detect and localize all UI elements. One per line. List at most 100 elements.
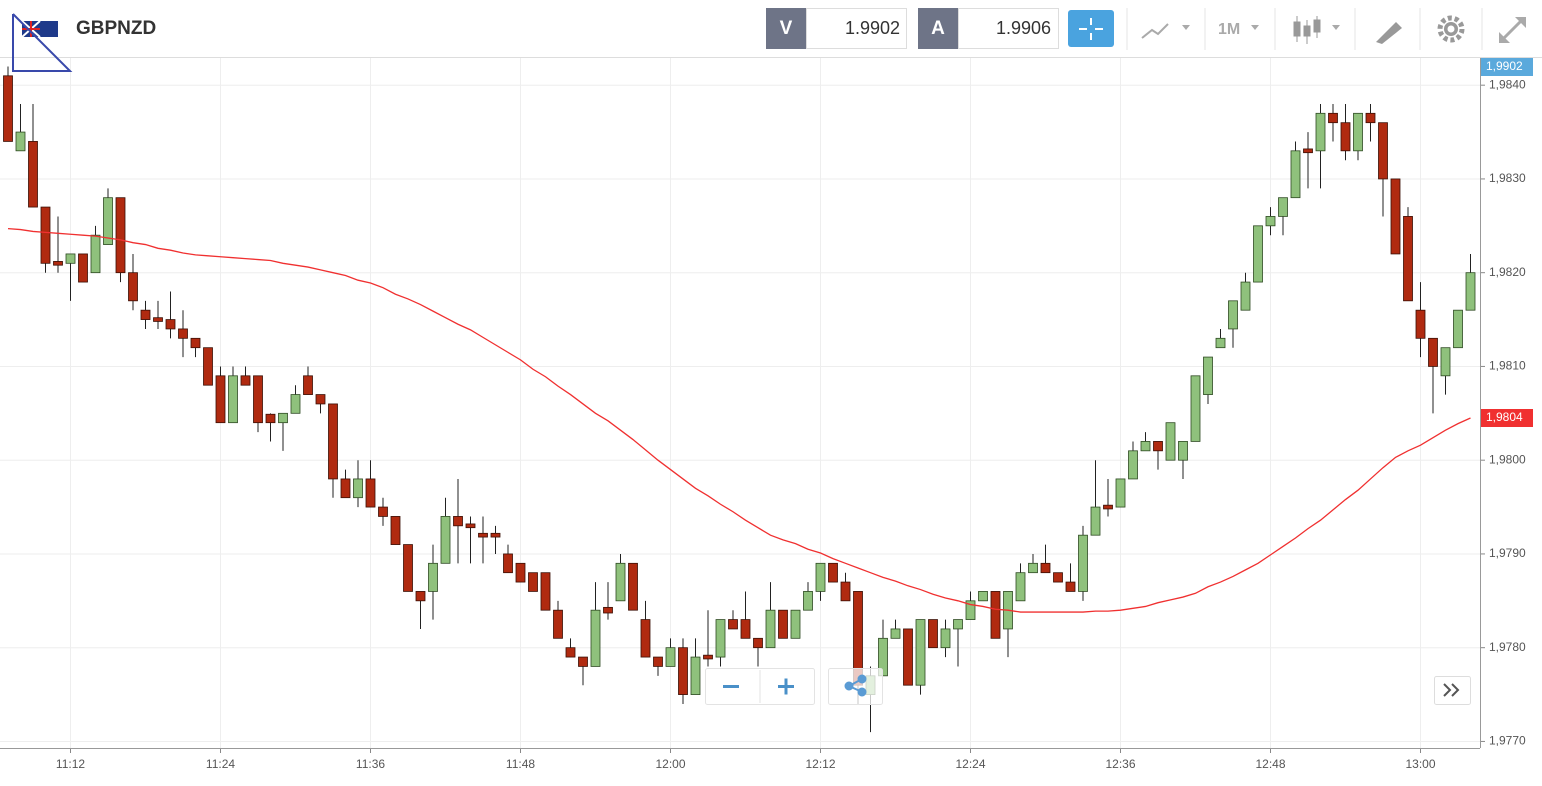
candle-body — [703, 654, 713, 660]
candle-body — [653, 656, 663, 667]
candle-body — [1340, 122, 1351, 152]
crosshair-button[interactable] — [1068, 10, 1114, 47]
timeframe[interactable]: 1M — [1218, 21, 1240, 38]
candle-body — [840, 581, 851, 602]
candle-style-button[interactable] — [1293, 16, 1340, 44]
y-tick-label: 1,9810 — [1489, 359, 1526, 373]
candle-body — [565, 647, 576, 658]
candle-body — [1078, 534, 1088, 592]
candle-body — [928, 619, 938, 649]
candle-body — [1053, 572, 1063, 583]
candle-body — [1115, 478, 1126, 508]
candle-body — [1265, 216, 1276, 227]
candle-body — [190, 337, 201, 349]
candle-body — [315, 394, 326, 405]
bid-tag-label: 1,9902 — [1486, 59, 1523, 73]
candle-body — [765, 609, 776, 649]
candle-body — [178, 328, 188, 339]
candle-body — [1428, 337, 1438, 367]
candle-body — [1128, 450, 1138, 480]
buy-button[interactable] — [918, 8, 958, 49]
candle-body — [228, 375, 238, 424]
candle-body — [378, 506, 388, 517]
buy-price: 1.9906 — [996, 18, 1051, 38]
candle-body — [65, 253, 76, 264]
candle-body — [490, 532, 501, 538]
candle-body — [215, 375, 226, 424]
zoom-out-button[interactable] — [723, 685, 739, 688]
x-tick-label: 12:24 — [955, 757, 985, 771]
y-tick-label: 1,9800 — [1489, 452, 1526, 466]
candle-body — [290, 394, 301, 414]
candle-body — [528, 572, 538, 592]
y-tick-label: 1,9770 — [1489, 734, 1526, 748]
candle-body — [728, 619, 738, 630]
candle-body — [465, 523, 476, 529]
candle-body — [390, 516, 401, 545]
candle-body — [1465, 272, 1476, 311]
candle-body — [165, 319, 176, 330]
candle-body — [978, 591, 988, 602]
draw-tool-button[interactable] — [1376, 22, 1402, 44]
buy-price-box[interactable] — [958, 8, 1059, 49]
y-tick-label: 1,9820 — [1489, 265, 1526, 279]
zoom-in-button[interactable] — [778, 678, 794, 695]
candle-body — [603, 606, 613, 614]
candle-body — [3, 75, 13, 142]
share-button[interactable] — [828, 668, 883, 705]
candle-body — [1253, 225, 1263, 283]
candle-body — [1153, 441, 1163, 452]
sell-price-box[interactable] — [806, 8, 907, 49]
candle-body — [628, 562, 638, 611]
fullscreen-button[interactable] — [1499, 17, 1526, 43]
chart-type-button[interactable] — [1141, 23, 1190, 39]
crosshair-icon — [1079, 18, 1103, 40]
x-tick-label: 12:48 — [1255, 757, 1285, 771]
scroll-right-button[interactable] — [1434, 676, 1471, 705]
candle-body — [1240, 281, 1251, 311]
ma-tag-label: 1,9804 — [1486, 410, 1523, 424]
candle-body — [240, 375, 251, 386]
candle-body — [153, 317, 163, 322]
candle-body — [40, 206, 51, 264]
candle-body — [1315, 112, 1326, 152]
candle-body — [1140, 441, 1151, 452]
candle-body — [265, 413, 276, 424]
sell-price: 1.9902 — [845, 18, 900, 38]
candle-body — [328, 403, 338, 480]
candle-body — [303, 375, 313, 395]
x-tick-label: 11:48 — [506, 757, 535, 771]
candle-body — [1328, 112, 1338, 124]
candle-body — [428, 562, 438, 592]
candle-body — [1015, 572, 1026, 602]
x-tick-label: 13:00 — [1405, 757, 1435, 771]
candle-body — [1065, 581, 1076, 592]
candle-body — [965, 600, 976, 620]
candle-body — [278, 412, 288, 424]
candle-body — [1303, 148, 1313, 154]
candle-body — [203, 347, 213, 386]
candle-body — [715, 619, 726, 658]
candle-body — [365, 478, 376, 508]
sell-button[interactable] — [766, 8, 806, 49]
x-tick-label: 11:12 — [56, 757, 85, 771]
candle-body — [903, 628, 913, 686]
candle-body — [615, 562, 626, 602]
candle-body — [453, 516, 463, 527]
moving-average-line — [7, 227, 1471, 613]
candle-body — [403, 544, 413, 592]
candle-body — [790, 609, 801, 639]
candle-body — [1278, 197, 1288, 217]
candle-body — [78, 253, 88, 283]
settings-button[interactable] — [1437, 15, 1465, 43]
candle-body — [15, 131, 26, 152]
buy-label: A — [931, 18, 945, 39]
candle-body — [803, 591, 813, 611]
candle-body — [1290, 150, 1301, 199]
candle-body — [53, 261, 63, 266]
candle-body — [1403, 216, 1413, 302]
x-tick-label: 12:36 — [1105, 757, 1135, 771]
candle-body — [665, 647, 676, 667]
